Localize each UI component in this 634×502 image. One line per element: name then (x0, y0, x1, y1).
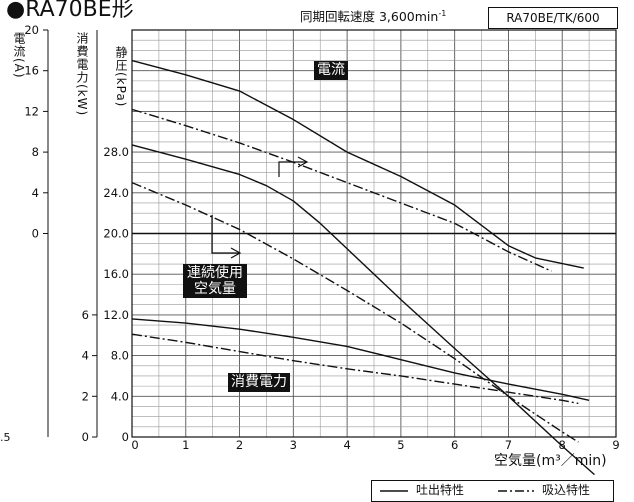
pressure-tick-label: 20.0 (103, 227, 129, 241)
pressure-tick-label: 4.0 (111, 389, 129, 403)
pressure-tick-label: 16.0 (103, 267, 129, 281)
pressure-tick-label: 12.0 (103, 308, 129, 322)
pressure-tick-label: 0 (122, 430, 129, 444)
series-line (131, 59, 584, 269)
pressure-tick-label: 28.0 (103, 145, 129, 159)
power-axis-label: 消費電力(kW) (75, 32, 89, 117)
edge-fragment-label: .5 (0, 431, 11, 444)
current-tick-label: 4 (32, 186, 39, 200)
x-tick-label: 1 (182, 438, 189, 452)
series-line (131, 144, 595, 476)
power-tag: 消費電力 (228, 373, 290, 392)
current-tick-label: 12 (24, 104, 39, 118)
power-tick-label: 0 (82, 430, 89, 444)
airflow-tag-line2: 空気量 (194, 281, 236, 297)
legend-dashdot-swatch (498, 490, 534, 492)
current-tick-label: 0 (32, 227, 39, 241)
annotation-arrowhead (230, 247, 242, 259)
annotation-arrowhead (297, 156, 309, 168)
chart-ticks: 04.08.012.016.020.024.028.00246048121620… (24, 23, 619, 452)
series-line (131, 108, 552, 272)
series-line (131, 333, 579, 405)
current-tick-label: 16 (24, 64, 39, 78)
chart-grid (131, 29, 617, 438)
x-tick-label: 2 (236, 438, 243, 452)
current-axis-label: 電流(A) (12, 32, 26, 79)
legend-suction-label: 吸込特性 (542, 483, 591, 497)
x-tick-label: 3 (290, 438, 297, 452)
airflow-tag: 連続使用 空気量 (183, 264, 247, 298)
speed-subtitle-exponent: -1 (438, 8, 447, 18)
x-axis-label: 空気量(m³／min) (494, 453, 607, 469)
current-tick-label: 20 (24, 23, 39, 37)
legend: 吐出特性 吸込特性 (371, 480, 614, 502)
chart-title: ●RA70BE形 (6, 0, 134, 22)
legend-discharge-label: 吐出特性 (416, 483, 465, 497)
x-tick-label: 4 (343, 438, 350, 452)
x-tick-label: 6 (451, 438, 458, 452)
pressure-axis-label: 静圧(kPa) (114, 46, 128, 108)
pressure-tick-label: 8.0 (111, 349, 129, 363)
airflow-tag-line1: 連続使用 (187, 265, 243, 281)
plot-frame (131, 29, 617, 438)
series-line (131, 181, 579, 443)
model-label: RA70BE/TK/600 (488, 7, 618, 29)
x-tick-label: 5 (397, 438, 404, 452)
series-line (131, 318, 590, 402)
speed-subtitle: 同期回転速度 3,600min-1 (300, 6, 446, 25)
annotation-arrow-right (211, 215, 240, 254)
power-tick-label: 2 (82, 389, 89, 403)
x-tick-label: 8 (559, 438, 566, 452)
speed-subtitle-text: 同期回転速度 3,600min (300, 9, 439, 24)
power-tick-label: 4 (82, 349, 89, 363)
chart-series (131, 59, 595, 476)
legend-solid-swatch (380, 490, 408, 492)
pressure-tick-label: 24.0 (103, 186, 129, 200)
x-tick-label: 7 (505, 438, 512, 452)
annotation-arrow-right (278, 161, 307, 177)
x-tick-label: 0 (131, 438, 138, 452)
current-tag: 電流 (314, 61, 348, 80)
chart-axes (47, 30, 98, 437)
power-tick-label: 6 (82, 308, 89, 322)
current-tick-label: 8 (32, 145, 39, 159)
x-tick-label: 9 (612, 438, 619, 452)
